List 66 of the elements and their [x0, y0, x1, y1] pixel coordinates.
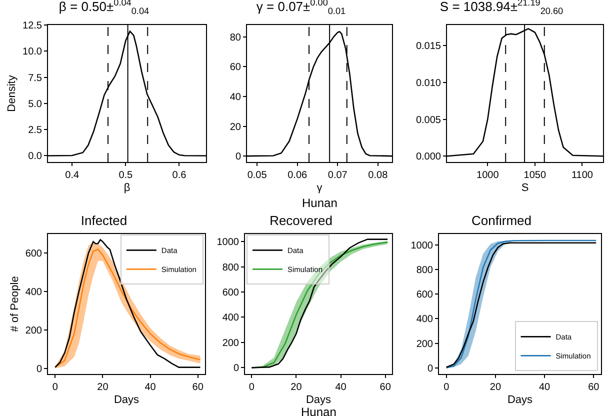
- y-tick-label: 800: [222, 262, 240, 274]
- y-tick-label: 12.5: [22, 20, 42, 32]
- text: Hunan: [301, 405, 336, 416]
- chart-title: Recovered: [270, 213, 332, 228]
- x-tick-label: 40: [538, 382, 551, 393]
- y-tick-label: 1000: [410, 240, 434, 252]
- y-tick-label: 0: [235, 152, 242, 163]
- y-tick-label: 7.5: [28, 72, 42, 84]
- y-tick-label: 200: [416, 338, 434, 350]
- x-tick-label: 20: [490, 382, 502, 393]
- y-tick-label: 5.0: [28, 98, 42, 110]
- y-axis-title: Density: [6, 74, 18, 112]
- x-tick-label: 0.4: [65, 170, 80, 181]
- y-tick-label: 400: [416, 314, 434, 326]
- y-tick-label: 40: [230, 92, 242, 103]
- x-tick-label: 0.6: [172, 170, 187, 181]
- y-tick-label: 20: [230, 122, 242, 133]
- x-axis-title: S: [521, 182, 529, 194]
- x-tick-label: 60: [380, 382, 392, 393]
- y-tick-label: 0.000: [416, 152, 442, 163]
- x-tick-label: 0: [52, 382, 58, 393]
- x-tick-label: 20: [290, 382, 302, 393]
- x-axis-title: Days: [507, 394, 534, 406]
- x-axis-title: Days: [306, 394, 332, 406]
- x-tick-label: 1100: [571, 170, 594, 181]
- x-tick-label: 1000: [476, 170, 500, 181]
- y-tick-label: 0: [36, 364, 42, 375]
- x-tick-label: 0: [248, 382, 255, 393]
- x-tick-label: 0.05: [247, 170, 268, 181]
- y-tick-label: 200: [25, 325, 42, 336]
- chart-title: Infected: [80, 213, 128, 228]
- y-tick-label: 0.010: [416, 78, 442, 89]
- y-tick-label: 600: [416, 290, 434, 301]
- x-axis-title: β: [124, 182, 130, 194]
- y-tick-label: 800: [416, 265, 434, 276]
- x-tick-label: 0: [444, 382, 450, 393]
- y-tick-label: 0.015: [416, 41, 442, 52]
- y-tick-label: 600: [25, 248, 42, 260]
- y-tick-label: 600: [222, 288, 240, 299]
- y-tick-label: 0.005: [416, 114, 442, 126]
- x-tick-label: 40: [144, 382, 156, 393]
- x-tick-label: 60: [588, 382, 600, 393]
- y-tick-label: 60: [230, 62, 242, 74]
- text: Hunan: [302, 196, 338, 210]
- y-tick-label: 200: [222, 338, 240, 349]
- y-tick-label: 80: [230, 32, 242, 44]
- y-tick-label: 0.0: [28, 151, 42, 162]
- x-tick-label: 20: [97, 382, 109, 393]
- x-tick-label: 0.06: [288, 170, 308, 181]
- y-tick-label: 2.5: [28, 125, 42, 136]
- y-tick-label: 1000: [216, 237, 240, 248]
- y-tick-label: 400: [222, 312, 240, 324]
- y-tick-label: 0: [427, 363, 434, 374]
- x-tick-label: 0.08: [368, 170, 388, 181]
- x-tick-label: 1050: [524, 170, 546, 181]
- y-tick-label: 10.0: [22, 46, 42, 58]
- x-axis-title: γ: [316, 182, 323, 194]
- x-tick-label: 0.5: [118, 170, 134, 181]
- x-tick-label: 60: [192, 382, 204, 393]
- x-tick-label: 40: [335, 382, 347, 393]
- chart-title: Confirmed: [472, 213, 532, 228]
- y-tick-label: 0: [233, 363, 240, 374]
- y-tick-label: 400: [25, 287, 42, 298]
- x-axis-title: Days: [114, 394, 140, 406]
- x-tick-label: 0.07: [328, 170, 348, 181]
- y-axis-title: # of People: [8, 276, 21, 332]
